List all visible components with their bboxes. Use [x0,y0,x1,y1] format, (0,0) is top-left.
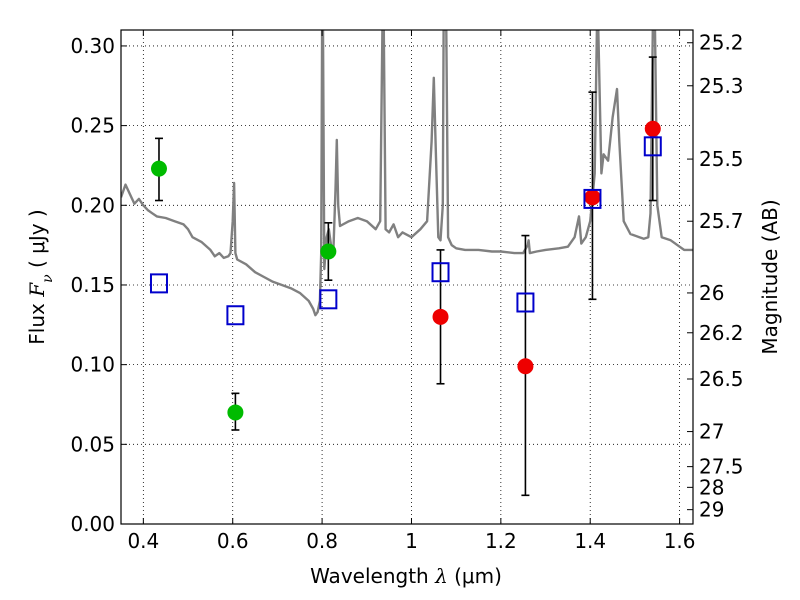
spectrum-line [121,30,693,317]
y2-tick-label: 25.5 [699,147,744,171]
model-point-square [583,188,602,209]
data-point-circle [227,404,244,421]
data-point-circle [584,189,601,206]
data-points [149,56,662,497]
data-point-circle [150,160,167,177]
model-spectrum [121,30,693,317]
y-tick-label: 0.30 [70,34,115,58]
model-point-square [516,292,535,313]
x-tick-label: 0.6 [217,529,249,553]
x-tick-label: 1.2 [485,529,517,553]
data-point-circle [320,243,337,260]
y-axis-title: Flux Fν ( μJy ) [25,209,56,344]
y2-tick-label: 26.5 [699,367,744,391]
y-tick-label: 0.00 [70,512,115,536]
model-point-square [643,136,662,157]
y2-tick-label: 28 [699,475,724,499]
y2-axis-title: Magnitude (AB) [758,199,782,354]
ticks: 0.4 0.6 0.8 1 1.2 1.4 1.6 0.00 0.05 0.10 0.15 0.20 0… [70,30,744,553]
y2-tick-label: 25.3 [699,74,744,98]
y-tick-label: 0.20 [70,193,115,217]
y2-tick-label: 27 [699,420,724,444]
y2-tick-label: 25.2 [699,31,744,55]
x-tick-label: 0.4 [127,529,159,553]
y2-tick-label: 27.5 [699,455,744,479]
y-tick-label: 0.05 [70,432,115,456]
y-tick-label: 0.10 [70,353,115,377]
grid-lines [121,30,693,525]
x-axis-title: Wavelength λ (μm) [310,564,502,588]
data-point-circle [432,308,449,325]
y2-tick-label: 26.2 [699,321,744,345]
model-point-square [431,262,450,283]
y-tick-label: 0.25 [70,114,115,138]
y-tick-label: 0.15 [70,273,115,297]
x-tick-label: 1.6 [664,529,696,553]
data-point-circle [644,120,661,137]
model-point-square [319,289,338,310]
y2-tick-label: 25.7 [699,209,744,233]
plot-frame [120,29,694,525]
axes [120,29,694,525]
model-point-square [149,273,168,294]
y2-tick-label: 29 [699,498,724,522]
x-tick-label: 0.8 [306,529,338,553]
data-point-circle [517,358,534,375]
y2-tick-label: 26 [699,281,724,305]
model-point-square [226,305,245,326]
x-tick-label: 1 [405,529,418,553]
x-tick-label: 1.4 [574,529,606,553]
